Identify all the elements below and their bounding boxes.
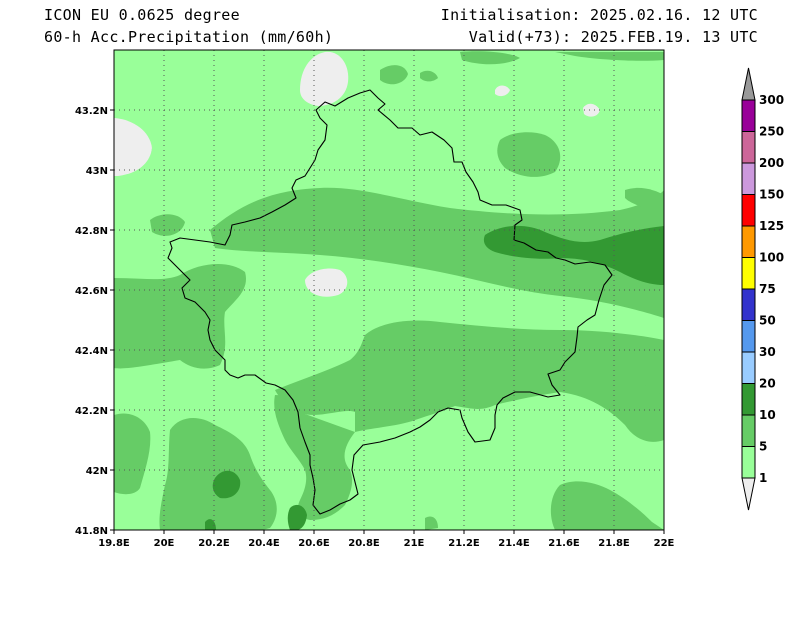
colorbar-label: 200 [759, 156, 784, 170]
y-tick-label: 43.2N [75, 106, 108, 117]
colorbar-swatch [741, 131, 756, 164]
colorbar-below-triangle [741, 477, 756, 511]
y-tick-label: 41.8N [75, 526, 108, 537]
precip-band-5-10 [114, 51, 664, 530]
colorbar-swatch [741, 383, 756, 416]
variable-title: 60-h Acc.Precipitation (mm/60h) [44, 28, 334, 46]
model-title: ICON EU 0.0625 degree [44, 6, 240, 24]
initialisation-time: Initialisation: 2025.02.16. 12 UTC [440, 6, 758, 24]
colorbar-label: 1 [759, 471, 767, 485]
colorbar-swatch [741, 320, 756, 353]
precip-below-1 [114, 51, 600, 297]
colorbar-swatch [741, 288, 756, 321]
lat-lon-grid [114, 50, 664, 530]
x-tick-label: 20.2E [198, 538, 230, 549]
x-tick-label: 20.6E [298, 538, 330, 549]
map-axes: 19.8E 20E 20.2E 20.4E 20.6E 20.8E 21E 21.2E 21.4… [75, 106, 675, 549]
colorbar-label: 50 [759, 314, 776, 328]
colorbar-swatch [741, 351, 756, 384]
colorbar-label: 125 [759, 219, 784, 233]
colorbar-label: 30 [759, 345, 776, 359]
colorbar-label: 75 [759, 282, 776, 296]
colorbar-label: 300 [759, 93, 784, 107]
x-tick-label: 21.2E [448, 538, 480, 549]
y-tick-label: 42.8N [75, 226, 108, 237]
map-frame [113, 49, 665, 531]
colorbar-label: 250 [759, 125, 784, 139]
y-tick-label: 43N [86, 166, 108, 177]
x-tick-label: 21.8E [598, 538, 630, 549]
colorbar-label: 10 [759, 408, 776, 422]
colorbar-swatch [741, 225, 756, 258]
colorbar-swatch [741, 162, 756, 195]
colorbar-swatch [741, 414, 756, 447]
x-tick-label: 20.4E [248, 538, 280, 549]
colorbar-swatch [741, 99, 756, 132]
colorbar-label: 20 [759, 377, 776, 391]
x-tick-label: 21.4E [498, 538, 530, 549]
colorbar-label: 100 [759, 251, 784, 265]
x-tick-label: 21E [404, 538, 425, 549]
y-tick-label: 42.2N [75, 406, 108, 417]
colorbar-label: 5 [759, 440, 767, 454]
precip-band-10-20 [205, 225, 664, 530]
x-tick-label: 20.8E [348, 538, 380, 549]
x-tick-label: 22E [654, 538, 675, 549]
x-tick-label: 20E [154, 538, 175, 549]
y-tick-label: 42.6N [75, 286, 108, 297]
valid-time: Valid(+73): 2025.FEB.19. 13 UTC [468, 28, 758, 46]
x-tick-label: 19.8E [98, 538, 130, 549]
x-tick-label: 21.6E [548, 538, 580, 549]
colorbar-label: 150 [759, 188, 784, 202]
colorbar-swatch [741, 194, 756, 227]
colorbar-swatch [741, 257, 756, 290]
country-border [167, 89, 613, 515]
y-tick-label: 42.4N [75, 346, 108, 357]
colorbar-swatch [741, 446, 756, 479]
y-tick-label: 42N [86, 466, 108, 477]
colorbar-above-triangle [741, 67, 756, 101]
precipitation-colorbar: 1 5 10 20 30 50 75 100 125 150 200 250 300 [741, 67, 784, 511]
